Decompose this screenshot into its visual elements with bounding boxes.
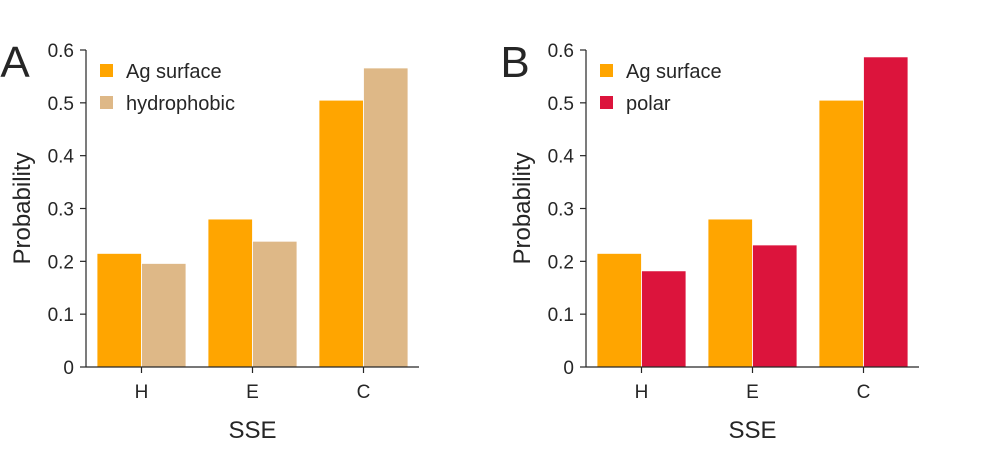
bar-ag-surface-e	[207, 218, 253, 368]
bar-ag-surface-c	[318, 99, 364, 368]
panel-label-a: A	[0, 38, 30, 87]
y-axis-title: Probability	[509, 152, 536, 264]
y-tick-label: 0.2	[48, 252, 74, 273]
bar-ag-surface-h	[596, 253, 642, 368]
bar-polar-c	[863, 56, 909, 368]
panel-label-b: B	[500, 38, 529, 87]
y-tick-label: 0.2	[548, 252, 574, 273]
legend-label-hydrophobic: hydrophobic	[126, 93, 235, 115]
x-tick-label-e: E	[246, 382, 259, 403]
legend-swatch-polar	[600, 96, 613, 109]
bar-ag-surface-c	[818, 99, 864, 368]
x-tick-label-e: E	[746, 382, 759, 403]
x-axis-title: SSE	[728, 417, 776, 444]
y-tick-label: 0.4	[48, 147, 75, 168]
y-axis-title: Probability	[9, 152, 36, 264]
y-tick-label: 0.5	[548, 94, 574, 115]
y-tick-label: 0	[563, 358, 574, 379]
y-tick-label: 0.6	[48, 41, 74, 62]
y-tick-label: 0.3	[48, 200, 74, 221]
bar-hydrophobic-c	[363, 67, 409, 368]
bar-hydrophobic-e	[252, 240, 298, 368]
x-tick-label-c: C	[857, 382, 871, 403]
legend-swatch-hydrophobic	[100, 96, 113, 109]
bar-polar-e	[752, 244, 798, 368]
bar-ag-surface-h	[96, 253, 142, 368]
legend-label-ag-surface: Ag surface	[626, 61, 722, 83]
y-tick-label: 0.4	[548, 147, 575, 168]
x-tick-label-c: C	[357, 382, 371, 403]
legend-label-polar: polar	[626, 93, 671, 115]
y-tick-label: 0.5	[48, 94, 74, 115]
bar-hydrophobic-h	[141, 263, 187, 368]
x-axis-title: SSE	[228, 417, 276, 444]
y-tick-label: 0.6	[548, 41, 574, 62]
y-tick-label: 0	[63, 358, 74, 379]
x-tick-label-h: H	[135, 382, 149, 403]
legend-swatch-ag-surface	[600, 64, 613, 77]
y-tick-label: 0.1	[548, 305, 574, 326]
bar-ag-surface-e	[707, 218, 753, 368]
bar-polar-h	[641, 270, 687, 368]
legend-label-ag-surface: Ag surface	[126, 61, 222, 83]
x-tick-label-h: H	[635, 382, 649, 403]
legend-swatch-ag-surface	[100, 64, 113, 77]
y-tick-label: 0.1	[48, 305, 74, 326]
y-tick-label: 0.3	[548, 200, 574, 221]
